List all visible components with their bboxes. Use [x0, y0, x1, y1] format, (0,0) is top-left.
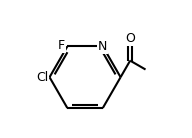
Text: N: N: [98, 40, 108, 53]
Text: O: O: [125, 32, 135, 45]
Text: F: F: [58, 39, 65, 52]
Text: Cl: Cl: [36, 71, 48, 84]
Text: N: N: [98, 40, 108, 53]
